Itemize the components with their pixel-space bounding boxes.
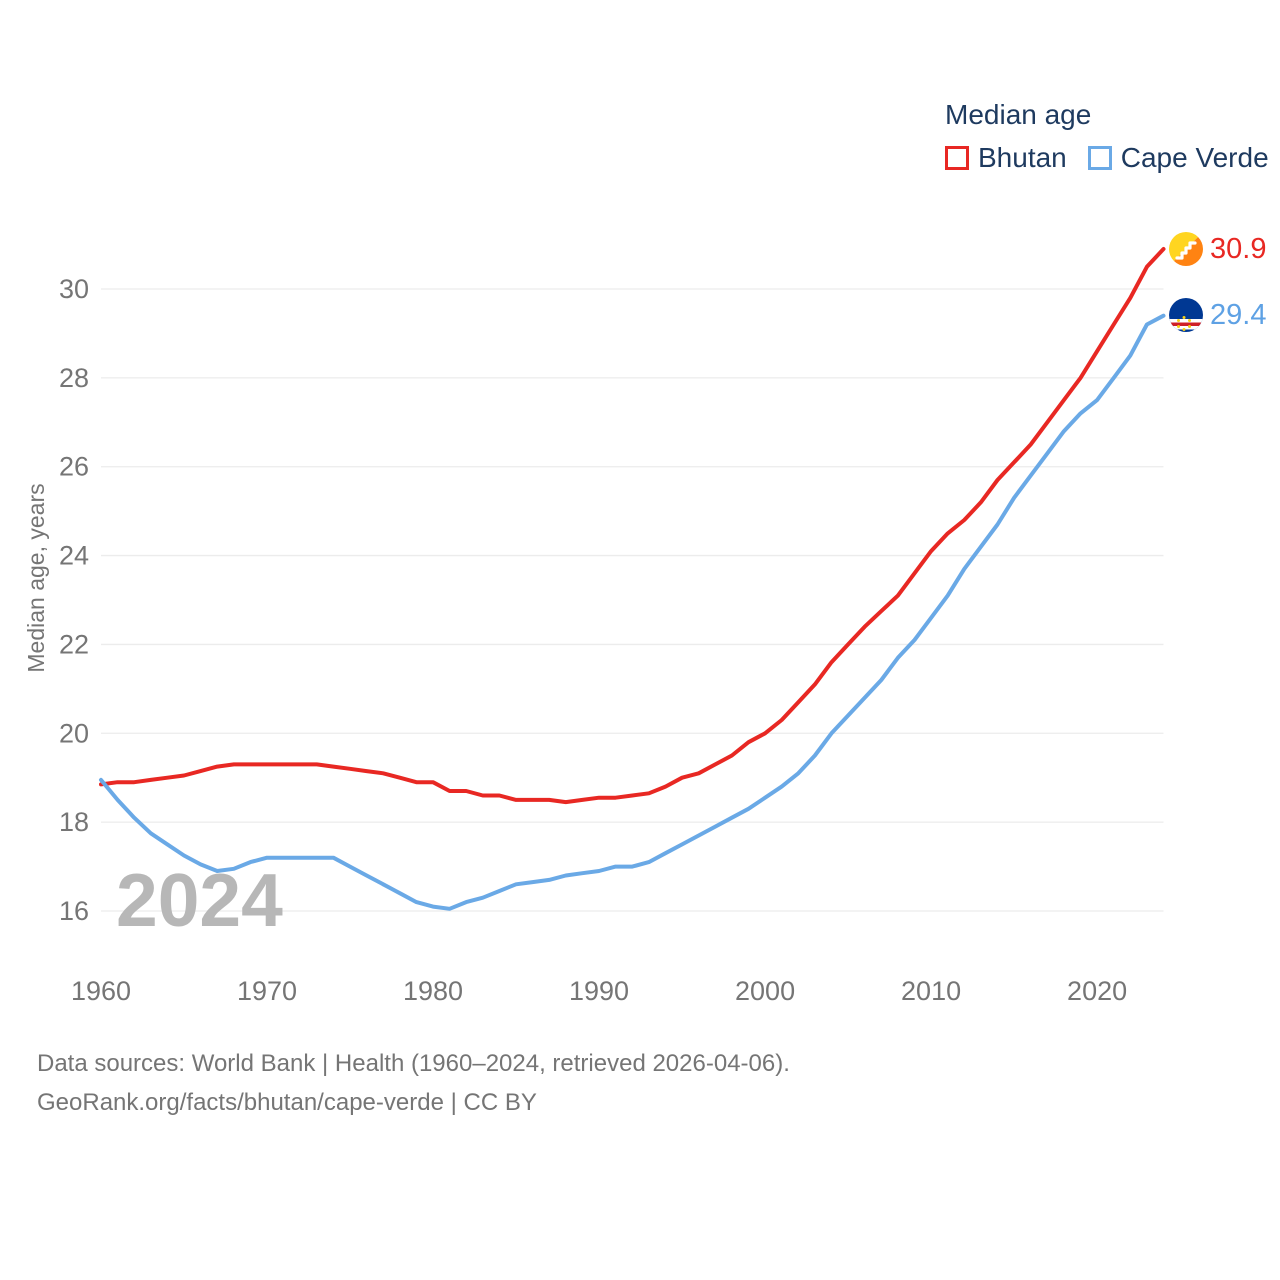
y-tick-label: 22 xyxy=(59,629,89,659)
cape-verde-flag-icon xyxy=(1169,298,1203,332)
y-axis-title: Median age, years xyxy=(23,483,49,672)
legend-title: Median age xyxy=(945,99,1092,130)
x-tick-label: 1960 xyxy=(71,976,131,1006)
watermark-text: 2024 xyxy=(116,858,283,942)
line-bhutan[interactable] xyxy=(99,247,1166,805)
y-tick-label: 26 xyxy=(59,452,89,482)
y-tick-label: 20 xyxy=(59,718,89,748)
cape-verde-end-value: 29.4 xyxy=(1210,298,1267,331)
cape-verde-legend-label[interactable]: Cape Verde xyxy=(1120,142,1269,173)
line-cape-verde[interactable] xyxy=(99,313,1166,911)
legend: Median age Bhutan Cape Verde xyxy=(945,100,1269,174)
y-tick-label: 30 xyxy=(59,274,89,304)
bhutan-end-label: 30.9 xyxy=(1169,232,1266,266)
bhutan-flag-icon xyxy=(1169,232,1203,266)
y-tick-label: 18 xyxy=(59,807,89,837)
y-tick-label: 16 xyxy=(59,896,89,926)
cape-verde-end-label: 29.4 xyxy=(1169,298,1266,332)
x-tick-label: 2010 xyxy=(901,976,961,1006)
x-tick-label: 1980 xyxy=(403,976,463,1006)
cape-verde-legend-swatch xyxy=(1087,146,1112,170)
x-tick-label: 1970 xyxy=(237,976,297,1006)
footer-attribution-line: GeoRank.org/facts/bhutan/cape-verde | CC… xyxy=(37,1089,537,1116)
footer: Data sources: World Bank | Health (1960–… xyxy=(37,1044,790,1122)
bhutan-end-value: 30.9 xyxy=(1210,232,1267,265)
x-tick-label: 1990 xyxy=(569,976,629,1006)
y-tick-label: 24 xyxy=(59,541,89,571)
x-tick-label: 2000 xyxy=(735,976,795,1006)
x-tick-label: 2020 xyxy=(1067,976,1127,1006)
y-tick-label: 28 xyxy=(59,363,89,393)
bhutan-legend-label[interactable]: Bhutan xyxy=(978,142,1067,173)
footer-source-line: Data sources: World Bank | Health (1960–… xyxy=(37,1050,790,1077)
bhutan-legend-swatch xyxy=(945,146,969,170)
legend-items-row: Bhutan Cape Verde xyxy=(945,142,1269,174)
